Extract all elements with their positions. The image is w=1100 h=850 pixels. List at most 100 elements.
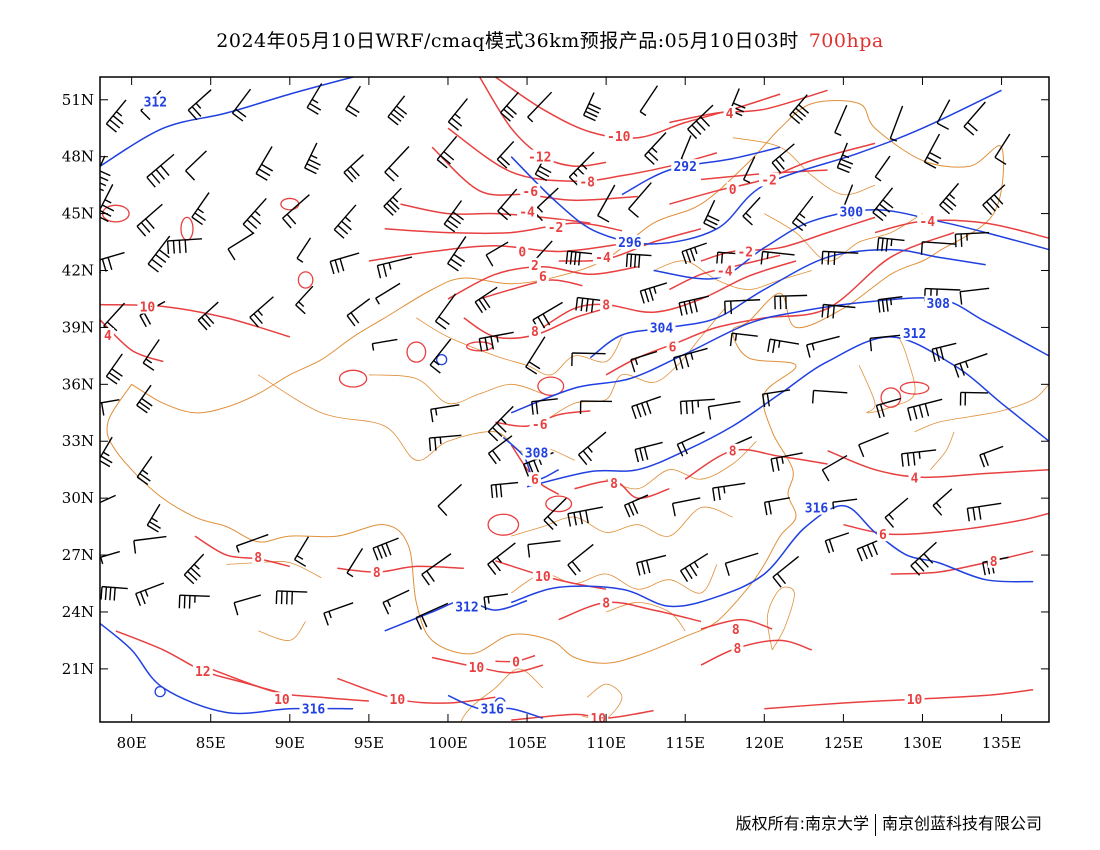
temperature-contour xyxy=(700,639,813,666)
wind-barb xyxy=(275,590,308,605)
wind-barb xyxy=(889,105,904,142)
temperature-contour xyxy=(700,216,876,262)
wind-barb xyxy=(383,187,402,216)
wind-barb xyxy=(811,389,848,404)
wind-barb xyxy=(436,135,458,169)
temperature-contour xyxy=(194,535,290,568)
footer-separator xyxy=(874,813,876,836)
wind-barb xyxy=(707,400,741,420)
wind-barb xyxy=(142,339,160,371)
temperature-contour-label-bg xyxy=(731,641,744,656)
height-contour-label: 316 xyxy=(302,703,326,718)
wind-barb xyxy=(415,602,449,630)
height-contour xyxy=(502,436,560,481)
height-contour-label-bg xyxy=(299,701,328,716)
temperature-contour-label: 12 xyxy=(195,665,211,680)
wind-barb xyxy=(543,497,567,530)
wind-barb xyxy=(133,535,167,554)
wind-barb xyxy=(597,184,616,223)
wind-barb xyxy=(676,431,705,457)
temperature-contour-label: 8 xyxy=(990,555,998,570)
wind-barb xyxy=(982,184,1006,216)
wind-barb xyxy=(296,237,312,263)
temperature-contour-label-bg xyxy=(525,149,554,164)
height-contour xyxy=(510,89,1002,245)
temperature-contour-label: 6 xyxy=(539,270,547,285)
wind-barb xyxy=(531,398,558,415)
province-boundary xyxy=(605,602,686,632)
wind-barb xyxy=(345,85,361,118)
wind-barb xyxy=(672,347,708,371)
wind-barb xyxy=(579,400,613,415)
temperature-contour-label-bg xyxy=(608,475,621,490)
temperature-contour-label-bg xyxy=(577,174,598,189)
temperature-contour-label-bg xyxy=(917,214,938,229)
temperature-contour-label: -4 xyxy=(919,215,935,230)
wind-barb xyxy=(639,85,659,117)
temperature-contour-label: -8 xyxy=(579,175,595,190)
wind-barb xyxy=(907,398,943,421)
temperature-contour-label: -6 xyxy=(522,185,538,200)
height-contour-label-bg xyxy=(478,701,507,716)
wind-barb xyxy=(681,242,707,265)
x-tick-label: 135E xyxy=(982,734,1022,752)
wind-barb xyxy=(323,602,354,626)
wind-barb xyxy=(628,182,652,218)
wind-barb xyxy=(434,293,457,330)
x-tick-label: 115E xyxy=(665,734,705,752)
wind-barb xyxy=(791,195,814,232)
temperature-contour xyxy=(368,243,623,262)
temperature-contour xyxy=(337,677,496,704)
temperature-contour-label-bg xyxy=(723,106,736,121)
wind-barb xyxy=(100,494,116,511)
wind-barb xyxy=(227,232,255,261)
wind-barb xyxy=(824,532,850,554)
temperature-closed-contour xyxy=(297,271,314,289)
wind-barb xyxy=(577,431,607,466)
height-contour-label: 300 xyxy=(840,206,864,221)
wind-barb xyxy=(387,95,408,126)
wind-barb xyxy=(625,253,652,268)
temperature-contour-label: -6 xyxy=(532,418,548,433)
temperature-contour xyxy=(874,219,1049,239)
wind-barb xyxy=(100,550,120,571)
temperature-contour xyxy=(890,550,1034,575)
wind-barb xyxy=(429,338,452,374)
height-contour-label-bg xyxy=(647,320,676,335)
wind-barb xyxy=(100,184,115,223)
height-contour-label: 316 xyxy=(481,703,505,718)
temperature-contour-label-bg xyxy=(192,663,213,678)
temperature-contour-label: -10 xyxy=(607,130,631,145)
wind-barb xyxy=(931,342,957,362)
wind-barb xyxy=(293,536,310,567)
x-tick-label: 90E xyxy=(275,734,305,752)
wind-barb xyxy=(953,352,988,378)
height-contour-label-bg xyxy=(615,235,644,250)
x-tick-label: 85E xyxy=(196,734,226,752)
wind-barb xyxy=(932,488,953,516)
temperature-contour-label-bg xyxy=(904,692,925,707)
temperature-closed-contour xyxy=(487,513,520,536)
temperature-contour-label: 0 xyxy=(729,183,737,198)
wind-barb xyxy=(761,389,791,408)
wind-barb xyxy=(375,282,401,305)
wind-barb xyxy=(146,153,175,188)
height-closed-contour xyxy=(435,354,448,366)
temperature-contour-label-bg xyxy=(529,417,550,432)
temperature-contour xyxy=(431,656,544,674)
temperature-contour-label-bg xyxy=(466,659,487,674)
temperature-contour xyxy=(210,668,369,702)
wind-barb xyxy=(874,155,891,182)
wind-barb xyxy=(876,237,905,252)
wind-barb xyxy=(343,154,364,183)
height-contour-label: 296 xyxy=(618,236,642,251)
temperature-contour-label-bg xyxy=(759,172,780,187)
height-contour-label: 292 xyxy=(673,160,696,175)
wind-barb xyxy=(836,142,854,174)
wind-barb xyxy=(231,88,252,122)
temperature-closed-contour xyxy=(180,216,194,241)
wind-barb xyxy=(770,452,803,472)
wind-barb xyxy=(567,543,594,576)
province-boundary xyxy=(226,561,322,579)
